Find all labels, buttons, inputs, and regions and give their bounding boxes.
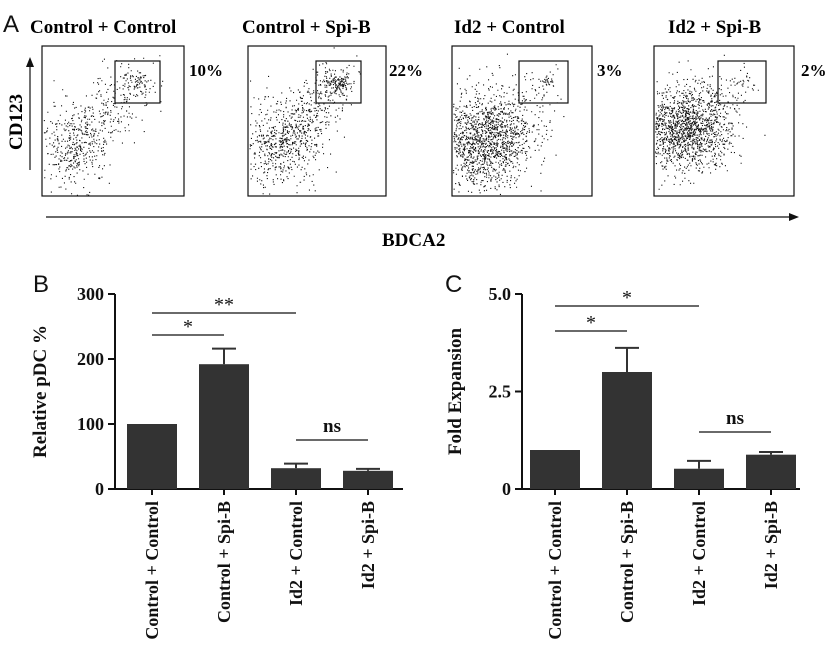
y-axis-label: Fold Expansion xyxy=(445,327,466,455)
flow-plot-frame-2 xyxy=(247,45,387,197)
y-tick-label: 200 xyxy=(77,349,104,369)
flow-plot-frame-1 xyxy=(41,45,185,197)
flow-plot-dots-1 xyxy=(43,55,164,196)
flow-plot-title-3: Id2 + Control xyxy=(454,17,565,38)
flow-y-axis-label: CD123 xyxy=(6,94,27,150)
x-tick-label: Control + Spi-B xyxy=(214,501,234,623)
bar xyxy=(674,468,724,489)
flow-gate-2 xyxy=(315,60,362,104)
y-tick-label: 300 xyxy=(77,284,104,304)
y-tick-label: 0 xyxy=(95,479,104,499)
significance-label: * xyxy=(622,287,632,309)
bar xyxy=(127,424,177,489)
x-tick-label: Id2 + Spi-B xyxy=(358,501,378,589)
flow-percent-1: 10% xyxy=(189,61,223,80)
flow-plot-frame-4 xyxy=(653,45,795,197)
significance-label: * xyxy=(183,316,193,338)
flow-dot-cloud xyxy=(249,47,361,195)
y-tick-label: 100 xyxy=(77,414,104,434)
flow-y-axis-arrow xyxy=(26,57,34,170)
flow-plot-title-1: Control + Control xyxy=(30,17,176,38)
significance-label: ns xyxy=(323,416,341,437)
flow-x-axis-label: BDCA2 xyxy=(382,230,445,251)
x-tick-label: Id2 + Control xyxy=(689,501,709,606)
flow-plot-3: Id2 + Control 3% xyxy=(451,17,623,197)
y-tick-label: 5.0 xyxy=(489,284,512,304)
x-tick-label: Id2 + Control xyxy=(286,501,306,606)
flow-plot-dots-2 xyxy=(249,47,361,195)
x-tick-label: Control + Control xyxy=(142,501,162,640)
bar xyxy=(530,450,580,489)
bar-chart-c: 0 2.5 5.0 Fold Expansion Control + Control Co… xyxy=(445,284,800,640)
y-tick-label: 0 xyxy=(502,479,511,499)
flow-plot-title-4: Id2 + Spi-B xyxy=(668,17,762,38)
flow-plot-dots-4 xyxy=(655,54,766,190)
flow-plot-dots-3 xyxy=(453,53,565,195)
x-tick-label: Control + Spi-B xyxy=(617,501,637,623)
bar xyxy=(746,454,796,489)
panel-c-letter: C xyxy=(445,271,462,298)
bar-chart-b: 0 100 200 300 Relative pDC % Control + Contro… xyxy=(30,284,403,640)
flow-plot-1: Control + Control 10% xyxy=(30,17,223,197)
y-axis-label: Relative pDC % xyxy=(30,325,51,458)
flow-dot-cloud xyxy=(655,54,766,190)
panel-b-letter: B xyxy=(33,271,49,298)
flow-percent-2: 22% xyxy=(389,61,423,80)
flow-plot-4: Id2 + Spi-B 2% xyxy=(653,17,827,197)
bar xyxy=(199,364,249,489)
flow-dot-cloud xyxy=(43,55,164,196)
flow-plot-2: Control + Spi-B 22% xyxy=(242,17,423,197)
flow-gate-3 xyxy=(518,60,569,104)
panel-a-letter: A xyxy=(3,11,19,38)
x-tick-label: Control + Control xyxy=(545,501,565,640)
x-tick-label: Id2 + Spi-B xyxy=(761,501,781,589)
flow-x-axis-arrow xyxy=(46,213,799,221)
flow-percent-3: 3% xyxy=(597,61,623,80)
significance-label: ** xyxy=(214,294,234,316)
bar xyxy=(271,468,321,489)
significance-label: * xyxy=(586,312,596,334)
flow-plot-frame-3 xyxy=(451,45,593,197)
flow-percent-4: 2% xyxy=(801,61,827,80)
bar xyxy=(602,372,652,489)
flow-gate-1 xyxy=(114,60,161,104)
flow-gate-4 xyxy=(717,60,767,104)
significance-label: ns xyxy=(726,408,744,429)
flow-dot-cloud xyxy=(453,53,565,195)
y-tick-label: 2.5 xyxy=(489,382,512,402)
flow-plot-title-2: Control + Spi-B xyxy=(242,17,371,38)
bar xyxy=(343,470,393,489)
